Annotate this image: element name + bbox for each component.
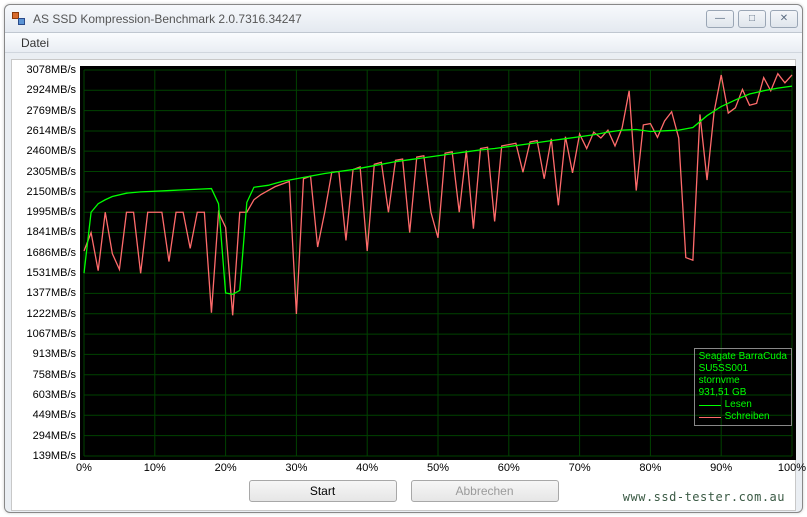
y-tick-label: 2769MB/s [12, 105, 76, 117]
chart-svg [80, 66, 796, 460]
y-tick-label: 2614MB/s [12, 125, 76, 137]
y-tick-label: 449MB/s [12, 409, 76, 421]
x-tick-label: 70% [569, 462, 591, 474]
menu-datei[interactable]: Datei [15, 34, 55, 52]
app-icon [11, 11, 27, 27]
y-tick-label: 1067MB/s [12, 328, 76, 340]
x-tick-label: 50% [427, 462, 449, 474]
start-button[interactable]: Start [249, 480, 397, 502]
y-tick-label: 603MB/s [12, 389, 76, 401]
y-tick-label: 2924MB/s [12, 84, 76, 96]
watermark-text: www.ssd-tester.com.au [623, 490, 785, 504]
y-tick-label: 1222MB/s [12, 308, 76, 320]
y-tick-label: 1841MB/s [12, 226, 76, 238]
y-tick-label: 139MB/s [12, 450, 76, 462]
x-tick-label: 10% [144, 462, 166, 474]
y-tick-label: 1531MB/s [12, 267, 76, 279]
y-tick-label: 1377MB/s [12, 287, 76, 299]
y-tick-label: 758MB/s [12, 369, 76, 381]
x-axis-labels: 0%10%20%30%40%50%60%70%80%90%100% [80, 462, 796, 478]
x-tick-label: 90% [710, 462, 732, 474]
chart-area: Seagate BarraCuda SU5SS001 stornvme 931,… [80, 66, 796, 460]
maximize-button[interactable]: □ [738, 10, 766, 28]
window-controls: — □ ✕ [706, 10, 798, 28]
close-button[interactable]: ✕ [770, 10, 798, 28]
abort-button[interactable]: Abbrechen [411, 480, 559, 502]
y-tick-label: 3078MB/s [12, 64, 76, 76]
content-panel: 139MB/s 294MB/s 449MB/s 603MB/s 758MB/s 913MB… [11, 59, 796, 511]
x-tick-label: 100% [778, 462, 806, 474]
x-tick-label: 30% [285, 462, 307, 474]
y-tick-label: 2150MB/s [12, 186, 76, 198]
y-axis-labels: 139MB/s 294MB/s 449MB/s 603MB/s 758MB/s 913MB… [12, 66, 78, 460]
menubar: Datei [5, 33, 802, 53]
x-tick-label: 0% [76, 462, 92, 474]
window-title: AS SSD Kompression-Benchmark 2.0.7316.34… [33, 12, 706, 26]
minimize-button[interactable]: — [706, 10, 734, 28]
y-tick-label: 2305MB/s [12, 166, 76, 178]
x-tick-label: 20% [215, 462, 237, 474]
y-tick-label: 1995MB/s [12, 206, 76, 218]
x-tick-label: 60% [498, 462, 520, 474]
titlebar: AS SSD Kompression-Benchmark 2.0.7316.34… [5, 5, 802, 33]
app-window: AS SSD Kompression-Benchmark 2.0.7316.34… [4, 4, 803, 513]
y-tick-label: 1686MB/s [12, 247, 76, 259]
y-tick-label: 913MB/s [12, 348, 76, 360]
x-tick-label: 80% [639, 462, 661, 474]
y-tick-label: 294MB/s [12, 430, 76, 442]
x-tick-label: 40% [356, 462, 378, 474]
y-tick-label: 2460MB/s [12, 145, 76, 157]
